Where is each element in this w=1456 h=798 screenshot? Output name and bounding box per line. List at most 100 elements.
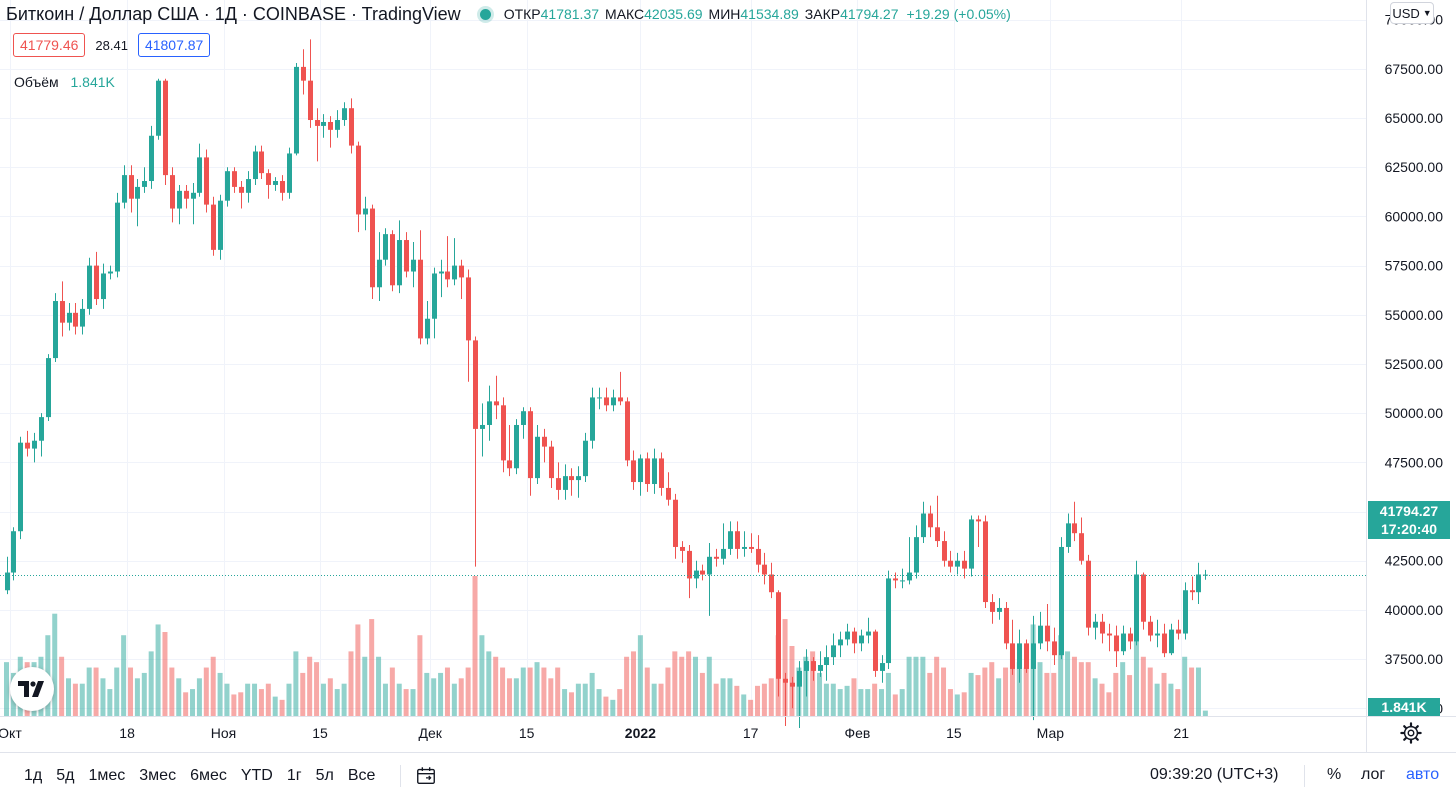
bid-ask-row: 41779.46 28.41 41807.87	[13, 33, 211, 57]
volume-bar	[376, 656, 382, 716]
range-5d[interactable]: 5д	[56, 766, 75, 784]
volume-bar	[1106, 692, 1112, 716]
candle-body	[418, 259, 423, 339]
percent-scale-button[interactable]: %	[1327, 766, 1342, 783]
volume-bar	[1140, 656, 1146, 716]
volume-bar	[300, 672, 306, 716]
volume-bar	[1003, 667, 1009, 716]
candle-body	[129, 175, 134, 199]
candle-body	[335, 120, 340, 130]
volume-bar	[1092, 678, 1098, 716]
volume-bar	[706, 656, 712, 716]
gear-icon[interactable]	[1400, 722, 1422, 744]
volume-bar	[520, 667, 526, 716]
volume-bar	[630, 651, 636, 716]
candle-body	[356, 145, 361, 215]
price-tick-label: 32500.00	[1385, 749, 1444, 752]
candle-body	[983, 521, 988, 603]
volume-bar	[968, 672, 974, 716]
volume-bar	[589, 672, 595, 716]
currency-select[interactable]: USD ▼	[1390, 2, 1434, 24]
candle-body	[218, 200, 223, 250]
range-all[interactable]: Все	[347, 766, 376, 784]
volume-bar	[610, 699, 616, 716]
timezone-clock[interactable]: 09:39:20 (UTC+3)	[1150, 766, 1279, 783]
candle-body	[935, 527, 940, 542]
candle-body	[590, 397, 595, 441]
price-tick-label: 67500.00	[1385, 61, 1444, 77]
candle-body	[494, 401, 499, 406]
volume-bar	[789, 646, 795, 716]
volume-bar	[293, 651, 299, 716]
volume-bar	[803, 656, 809, 716]
candle-body	[962, 560, 967, 569]
volume-bar	[86, 667, 92, 716]
sell-price-button[interactable]: 41779.46	[13, 33, 86, 57]
volume-bar	[52, 613, 58, 716]
candle-body	[948, 560, 953, 567]
candle-body	[191, 192, 196, 199]
symbol-title[interactable]: Биткоин / Доллар США · 1Д · COINBASE · T…	[6, 3, 461, 24]
volume-bar	[506, 678, 512, 716]
tradingview-logo-icon[interactable]	[10, 667, 54, 711]
toolbar-divider	[1304, 765, 1305, 787]
log-scale-button[interactable]: лог	[1361, 766, 1386, 783]
candle-body	[769, 574, 774, 593]
time-axis[interactable]: Окт 18 Ноя 15 Дек 15 2022 17 Фев 15 Мар 21	[0, 716, 1456, 742]
candle-body	[728, 531, 733, 549]
volume-bar	[858, 689, 864, 716]
candle-body	[1059, 546, 1064, 656]
volume-bar	[286, 683, 292, 716]
range-1d[interactable]: 1д	[24, 766, 43, 784]
candle-body	[1093, 621, 1098, 628]
candle-body	[625, 401, 630, 461]
range-ytd[interactable]: YTD	[240, 766, 273, 784]
candle-body	[811, 661, 816, 671]
volume-bar	[568, 692, 574, 716]
candle-body	[955, 560, 960, 567]
candle-body	[673, 499, 678, 547]
range-6m[interactable]: 6мес	[190, 766, 227, 784]
candle-body	[1017, 643, 1022, 669]
volume-bar	[748, 699, 754, 716]
candle-body	[549, 446, 554, 479]
volume-bar	[562, 689, 568, 716]
volume-bar	[134, 678, 140, 716]
volume-bar	[1133, 640, 1139, 716]
volume-bar	[176, 678, 182, 716]
price-scale[interactable]: 70000.0067500.0065000.0062500.0060000.00…	[1366, 0, 1444, 752]
candle-body	[390, 234, 395, 286]
auto-scale-button[interactable]: авто	[1406, 766, 1440, 783]
candle-body	[501, 405, 506, 461]
candle-body	[893, 578, 898, 581]
candle-body	[287, 153, 292, 193]
candle-body	[294, 66, 299, 154]
volume-legend[interactable]: Объём 1.841K	[14, 74, 115, 90]
chart-canvas[interactable]: 70000.0067500.0065000.0062500.0060000.00…	[0, 0, 1456, 752]
volume-bar	[79, 683, 85, 716]
volume-bar	[927, 672, 933, 716]
candle-body	[1086, 560, 1091, 628]
candle-body	[928, 513, 933, 528]
volume-bar	[755, 685, 761, 716]
candle-body	[397, 240, 402, 286]
volume-bar	[844, 685, 850, 716]
candle-body	[404, 240, 409, 272]
volume-bar	[1071, 656, 1077, 716]
buy-price-button[interactable]: 41807.87	[137, 33, 211, 57]
calendar-goto-icon[interactable]	[415, 765, 437, 787]
range-3m[interactable]: 3мес	[139, 766, 177, 784]
volume-bar	[389, 667, 395, 716]
toolbar-divider	[400, 764, 402, 787]
range-1y[interactable]: 1г	[286, 766, 302, 784]
candle-body	[452, 265, 457, 280]
range-1m[interactable]: 1мес	[88, 766, 126, 784]
candle-body	[831, 645, 836, 658]
volume-bar	[637, 635, 643, 716]
candle-body	[480, 424, 485, 429]
volume-bar	[4, 662, 9, 716]
volume-bar	[989, 662, 995, 716]
volume-bar	[320, 683, 326, 716]
candle-body	[542, 436, 547, 447]
range-5y[interactable]: 5л	[315, 766, 334, 784]
